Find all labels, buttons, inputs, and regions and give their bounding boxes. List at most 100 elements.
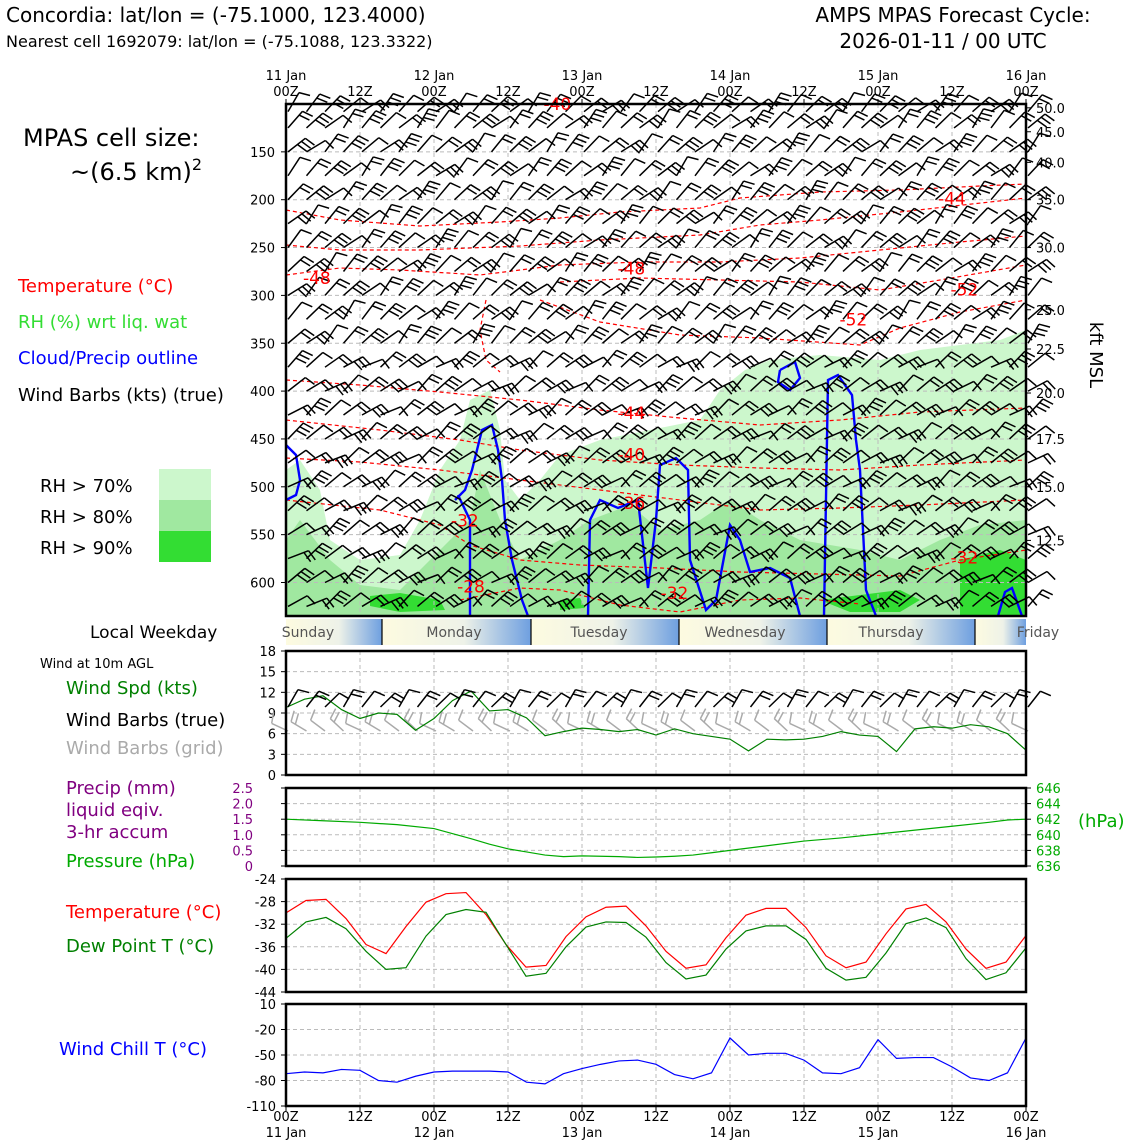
wind-barb <box>805 160 833 177</box>
legend-wind: Wind Barbs (kts) (true) <box>18 385 224 406</box>
wind-barb <box>953 353 982 368</box>
wind-barb <box>379 302 407 320</box>
bottom-hour-label: 00Z <box>717 1110 743 1125</box>
cell-size-line2: ~(6.5 km)2 <box>70 155 202 186</box>
legend-rh: RH (%) wrt liq. wat <box>18 312 187 333</box>
pressure-label: Pressure (hPa) <box>66 851 195 872</box>
wind-barb <box>639 453 668 467</box>
wind-barb <box>509 181 535 201</box>
grid-wind-barb <box>862 712 881 732</box>
wind-barb <box>935 257 963 273</box>
pressure-line <box>285 818 1027 859</box>
temperature-panel: -44 -40 -36 -32 -28 -24 <box>255 873 1028 1001</box>
wind-barb <box>916 449 945 464</box>
grid-wind-barb <box>714 712 733 732</box>
wind-barb <box>1009 138 1037 153</box>
wind-barb <box>657 564 683 583</box>
wind-barb <box>361 449 390 464</box>
wind-barb <box>472 304 500 320</box>
wind-barb <box>453 184 481 201</box>
wind-barb <box>916 403 945 418</box>
wind-barb <box>583 401 612 417</box>
wind-barb <box>287 449 316 464</box>
wind-barb <box>509 430 538 444</box>
wind-barb <box>713 304 741 320</box>
wind-barb <box>620 112 648 129</box>
wind-barb <box>472 498 501 512</box>
y-tick-label: -44 <box>255 986 276 1001</box>
wind-barb <box>713 498 742 512</box>
wind-barb <box>972 473 1000 488</box>
wind-barb <box>842 301 868 320</box>
wind-barb <box>916 376 944 392</box>
y-tick-label: 3 <box>268 748 276 763</box>
top-hour-label: 00Z <box>569 85 595 100</box>
wind-barb <box>287 229 312 248</box>
wind-barb <box>306 379 335 392</box>
wind-barb <box>639 187 667 202</box>
wind-barb <box>324 232 352 249</box>
wind-barb <box>620 303 647 320</box>
wind-barb <box>823 299 848 320</box>
wind-barb <box>509 593 538 608</box>
wind-barb <box>953 132 978 153</box>
pressure-tick-label: 500 <box>250 481 275 496</box>
wind-barb <box>731 473 760 488</box>
wind-barb <box>768 477 797 489</box>
wind-barb <box>749 109 775 129</box>
wind-barb <box>731 325 757 344</box>
bottom-date-label: 14 Jan <box>710 1126 751 1140</box>
wind-barb <box>842 522 871 536</box>
wind-barb <box>879 353 908 368</box>
wind-barb <box>1009 568 1037 584</box>
wind-barb <box>453 541 480 560</box>
wind-barb <box>379 92 405 113</box>
wind-barb <box>583 565 610 584</box>
wind-barb <box>546 542 574 560</box>
wind-barb <box>435 357 464 370</box>
y-tick-label: 6 <box>268 728 276 743</box>
wind-barb <box>490 324 516 344</box>
wind-barb <box>287 137 315 153</box>
wind-barb <box>528 328 556 344</box>
wind-barb <box>398 323 422 344</box>
y-tick-label: -40 <box>255 963 276 978</box>
wind-barb <box>712 323 737 344</box>
wind-barb <box>860 351 888 368</box>
wind-barb <box>379 157 405 177</box>
wind-barb <box>675 228 700 248</box>
grid-wind-barb <box>438 710 455 732</box>
wind-barb <box>638 133 664 153</box>
wind-barb <box>731 161 759 177</box>
grid-wind-barb <box>956 710 973 732</box>
wind-barb <box>620 378 649 392</box>
wind-barb <box>916 594 945 608</box>
wind-barb <box>638 399 666 416</box>
wind-barb <box>509 402 538 416</box>
wind-barb <box>971 108 995 129</box>
wind-barb <box>898 474 926 488</box>
wind-barb <box>1027 186 1056 201</box>
wind-barb <box>786 588 813 607</box>
bottom-hour-label: 00Z <box>1013 1110 1039 1125</box>
wind-barb <box>620 276 645 296</box>
wind-barb <box>416 180 441 201</box>
wind-barb <box>454 523 483 536</box>
true-wind-barb <box>694 690 719 708</box>
kft-tick-label: 12.5 <box>1036 534 1065 549</box>
temperature-contour <box>285 379 1027 426</box>
grid-wind-barb <box>383 709 400 732</box>
wind-barb <box>657 134 684 153</box>
wind-barb <box>472 398 499 416</box>
pressure-tick-label: 636 <box>1036 860 1061 875</box>
kft-tick-label: 50.0 <box>1036 102 1065 117</box>
wind-barb <box>676 521 704 536</box>
wind-barb <box>287 376 315 392</box>
wind-barb <box>879 205 905 225</box>
wind-barb <box>638 159 666 177</box>
wind-barb <box>565 545 593 560</box>
wind-barb <box>546 132 570 153</box>
wind-barb <box>879 251 903 272</box>
precip-label-2: liquid eqiv. <box>66 800 163 821</box>
